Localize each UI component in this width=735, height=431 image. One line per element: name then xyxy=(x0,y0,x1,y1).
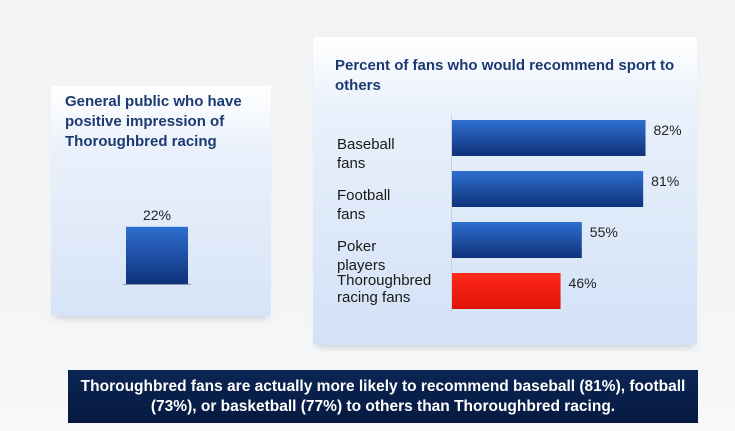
bar-value-label: 46% xyxy=(569,275,597,291)
bar-thoroughbred-racing-fans xyxy=(452,273,561,309)
category-label: fans xyxy=(337,206,365,223)
category-label: players xyxy=(337,257,385,274)
bar-football-fans xyxy=(452,171,644,207)
recommend-title: Percent of fans who would recommend spor… xyxy=(335,57,675,94)
bar-value-label: 55% xyxy=(590,224,618,240)
bar-poker-players xyxy=(452,222,582,258)
category-label: fans xyxy=(337,155,365,172)
bar-public-impression xyxy=(126,226,188,284)
public-impression-title: General public who have positive impress… xyxy=(65,93,242,150)
bar-baseball-fans xyxy=(452,120,646,156)
category-label: Thoroughbred xyxy=(337,272,431,289)
bar-value-label: 22% xyxy=(143,207,171,223)
category-label: Poker xyxy=(337,238,376,255)
public-impression-chart: 22% xyxy=(123,207,191,285)
recommend-panel: Percent of fans who would recommend spor… xyxy=(313,37,697,345)
category-label: racing fans xyxy=(337,289,410,306)
bar-value-label: 81% xyxy=(651,173,679,189)
recommend-chart: 82% Baseball fans 81% Football fans 55% Poker pl… xyxy=(337,114,682,313)
key-insight-banner: Thoroughbred fans are actually more like… xyxy=(68,370,698,423)
category-label: Football xyxy=(337,187,390,204)
public-impression-panel: General public who have positive impress… xyxy=(51,86,271,316)
bar-value-label: 82% xyxy=(654,122,682,138)
category-label: Baseball xyxy=(337,136,395,153)
